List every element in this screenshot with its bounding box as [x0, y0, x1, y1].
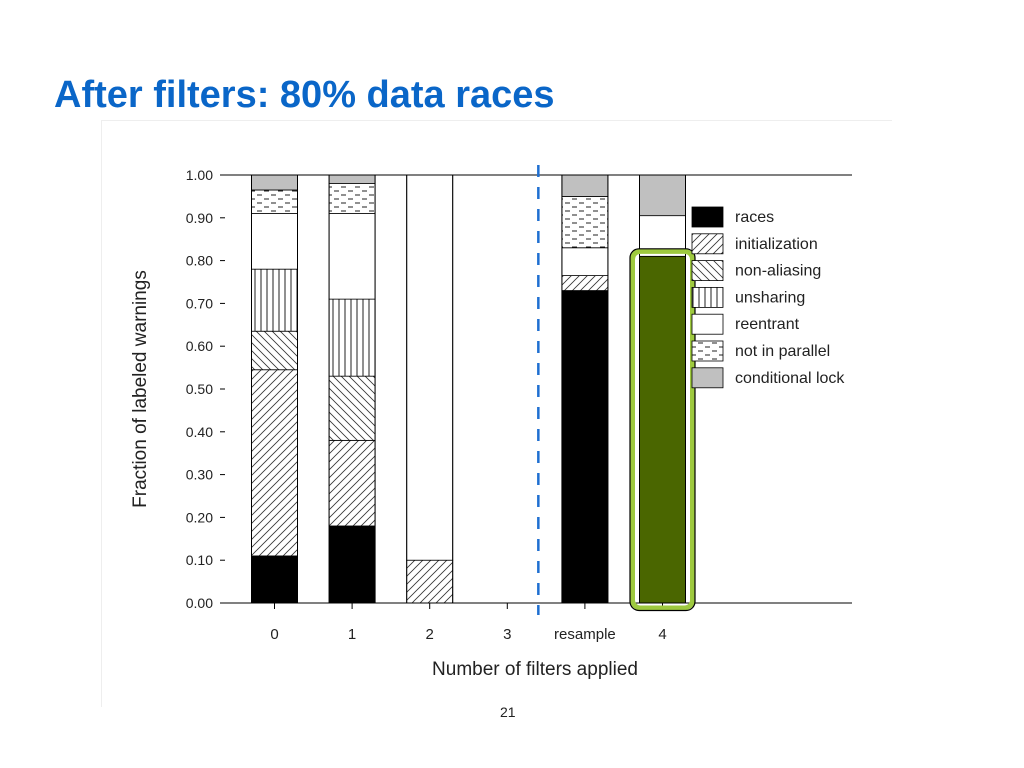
stacked-bar-chart: 0.00 0.10 0.20 0.30 0.40 0.50 0.60 0.70 0.80 0.90…: [130, 165, 852, 680]
bar-segment: [328, 213, 376, 300]
legend-swatch: [691, 260, 724, 282]
bar-segment: [561, 290, 609, 604]
x-tick-label: 2: [426, 626, 434, 643]
y-tick-label: 0.10: [186, 552, 213, 568]
legend-swatch: [691, 286, 724, 308]
y-tick-label: 0.90: [186, 210, 213, 226]
y-tick-label: 0.60: [186, 338, 213, 354]
legend-swatch: [691, 340, 724, 362]
axis-layer: 0.00 0.10 0.20 0.30 0.40 0.50 0.60 0.70 0.80 0.90…: [130, 165, 852, 680]
bar-segment: [328, 439, 376, 527]
bar-segment: [251, 189, 298, 214]
bar-segment: [251, 174, 298, 191]
x-tick-label: 0: [270, 626, 278, 643]
x-tick-label: 1: [348, 626, 356, 643]
x-axis-label: Number of filters applied: [432, 659, 638, 680]
bar-segment: [406, 174, 454, 561]
bar-segment: [328, 375, 376, 441]
bar-segment: [251, 369, 298, 557]
figure-frame: 0.00 0.10 0.20 0.30 0.40 0.50 0.60 0.70 0.80 0.90…: [101, 120, 892, 707]
legend-label: initialization: [735, 236, 818, 253]
x-tick-label: 3: [503, 626, 511, 643]
legend-label: reentrant: [735, 316, 800, 333]
bar-segment: [328, 174, 376, 184]
highlight-ring-outline: [629, 248, 696, 612]
bar-segment: [561, 196, 609, 249]
y-tick-label: 0.40: [186, 424, 213, 440]
bar-segment: [328, 183, 376, 214]
legend-swatch: [691, 367, 724, 389]
bar-segment: [561, 174, 609, 197]
y-tick-label: 0.80: [186, 253, 213, 269]
y-tick-label: 0.70: [186, 295, 213, 311]
highlight-ring: [630, 248, 695, 611]
bar-segment: [561, 275, 609, 291]
bar-segment: [328, 298, 376, 377]
legend-label: races: [735, 209, 774, 226]
bar-segment: [328, 525, 376, 604]
y-tick-label: 0.00: [186, 595, 213, 611]
legend-swatch: [691, 206, 724, 228]
bar-segment: [561, 247, 609, 276]
bar-outline: [328, 174, 376, 604]
legend: races initialization non-aliasing unsharing…: [691, 206, 845, 389]
legend-swatch: [691, 313, 724, 335]
bar-outline: [251, 174, 298, 604]
bar-outline: [561, 174, 609, 604]
bar-segment: [639, 174, 686, 217]
bar-segment: [251, 330, 298, 371]
y-axis-label: Fraction of labeled warnings: [130, 270, 151, 508]
slide-title: After filters: 80% data races: [54, 74, 555, 116]
x-tick-label: 4: [658, 626, 666, 643]
y-tick-label: 0.20: [186, 509, 213, 525]
x-tick-label: resample: [554, 626, 616, 643]
bar-segment: [251, 555, 298, 604]
bar-outline: [639, 174, 686, 604]
bar-segment: [406, 559, 454, 604]
bars-layer: [251, 174, 686, 604]
bar-outline: [406, 174, 454, 604]
y-tick-label: 1.00: [186, 167, 213, 183]
bar-segment: [251, 268, 298, 332]
legend-label: non-aliasing: [735, 263, 821, 280]
page-number: 21: [500, 704, 516, 720]
legend-label: not in parallel: [735, 343, 830, 360]
bar-segment: [251, 213, 298, 270]
bar-segment: [639, 255, 686, 604]
legend-label: unsharing: [735, 289, 805, 306]
highlight-layer: [629, 248, 696, 612]
y-tick-label: 0.50: [186, 381, 213, 397]
legend-label: conditional lock: [735, 370, 845, 387]
y-tick-label: 0.30: [186, 467, 213, 483]
legend-swatch: [691, 233, 724, 255]
